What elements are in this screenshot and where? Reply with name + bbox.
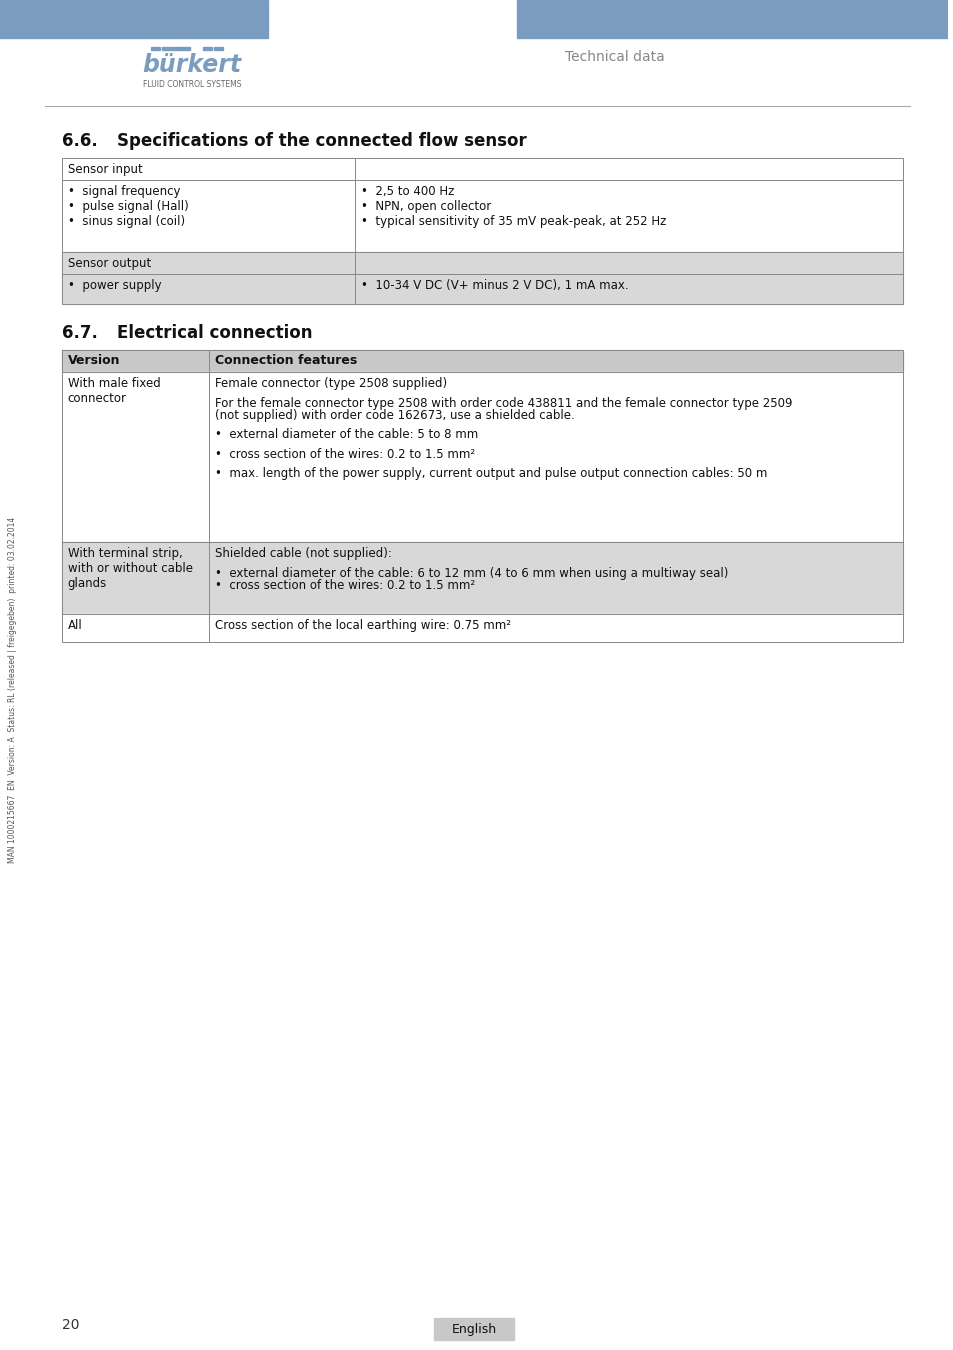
Text: Technical data: Technical data [564, 50, 663, 63]
Text: Type 8025 / 8035: Type 8025 / 8035 [564, 22, 710, 36]
Text: Cross section of the local earthing wire: 0.75 mm²: Cross section of the local earthing wire… [214, 620, 510, 632]
Bar [62, 350, 902, 373]
Text: English: English [451, 1323, 497, 1336]
Text: With terminal strip,
with or without cable
glands: With terminal strip, with or without cab… [68, 547, 193, 590]
Bar [62, 252, 902, 274]
Text: Version: Version [68, 354, 120, 367]
Text: 6.6.: 6.6. [62, 132, 97, 150]
Text: •  10-34 V DC (V+ minus 2 V DC), 1 mA max.: • 10-34 V DC (V+ minus 2 V DC), 1 mA max… [360, 279, 628, 292]
Bar [203, 47, 212, 50]
Text: Connection features: Connection features [214, 354, 356, 367]
Text: •  signal frequency
•  pulse signal (Hall)
•  sinus signal (coil): • signal frequency • pulse signal (Hall)… [68, 185, 188, 228]
Bar [62, 614, 902, 643]
Text: •  cross section of the wires: 0.2 to 1.5 mm²: • cross section of the wires: 0.2 to 1.5… [214, 448, 475, 460]
Bar [434, 1318, 514, 1341]
Text: 20: 20 [62, 1318, 79, 1332]
Bar [62, 373, 902, 541]
Bar [62, 158, 902, 180]
Text: For the female connector type 2508 with order code 438811 and the female connect: For the female connector type 2508 with … [214, 397, 791, 409]
Bar [172, 47, 181, 50]
Text: Female connector (type 2508 supplied): Female connector (type 2508 supplied) [214, 377, 446, 390]
Bar [62, 373, 902, 541]
Text: Sensor input: Sensor input [68, 163, 142, 176]
Text: Sensor output: Sensor output [68, 256, 151, 270]
Text: •  2,5 to 400 Hz
•  NPN, open collector
•  typical sensitivity of 35 mV peak-pea: • 2,5 to 400 Hz • NPN, open collector • … [360, 185, 665, 228]
Bar [62, 350, 902, 373]
Bar [62, 274, 902, 304]
Text: bürkert: bürkert [142, 53, 241, 77]
Bar [62, 614, 902, 643]
Bar [213, 47, 222, 50]
Text: •  cross section of the wires: 0.2 to 1.5 mm²: • cross section of the wires: 0.2 to 1.5… [214, 579, 475, 593]
Text: •  max. length of the power supply, current output and pulse output connection c: • max. length of the power supply, curre… [214, 467, 766, 481]
Text: FLUID CONTROL SYSTEMS: FLUID CONTROL SYSTEMS [143, 80, 241, 89]
Text: (not supplied) with order code 162673, use a shielded cable.: (not supplied) with order code 162673, u… [214, 409, 574, 423]
Text: •  external diameter of the cable: 5 to 8 mm: • external diameter of the cable: 5 to 8… [214, 428, 477, 441]
Bar [62, 541, 902, 614]
Text: •  power supply: • power supply [68, 279, 161, 292]
Bar [181, 47, 190, 50]
Text: •  external diameter of the cable: 6 to 12 mm (4 to 6 mm when using a multiway s: • external diameter of the cable: 6 to 1… [214, 567, 727, 579]
Text: MAN 1000215667  EN  Version: A  Status: RL (released | freigegeben)  printed: 03: MAN 1000215667 EN Version: A Status: RL … [9, 517, 17, 863]
Text: All: All [68, 620, 82, 632]
Bar [62, 541, 902, 614]
Text: Shielded cable (not supplied):: Shielded cable (not supplied): [214, 547, 392, 560]
Bar [62, 180, 902, 252]
Text: With male fixed
connector: With male fixed connector [68, 377, 160, 405]
Bar [162, 47, 171, 50]
Bar [517, 0, 947, 38]
Text: Specifications of the connected flow sensor: Specifications of the connected flow sen… [117, 132, 526, 150]
Bar [62, 180, 902, 252]
Bar [62, 252, 902, 274]
Bar [151, 47, 160, 50]
Text: Electrical connection: Electrical connection [117, 324, 313, 342]
Text: 6.7.: 6.7. [62, 324, 97, 342]
Bar [0, 0, 268, 38]
Bar [62, 274, 902, 304]
Bar [62, 158, 902, 180]
